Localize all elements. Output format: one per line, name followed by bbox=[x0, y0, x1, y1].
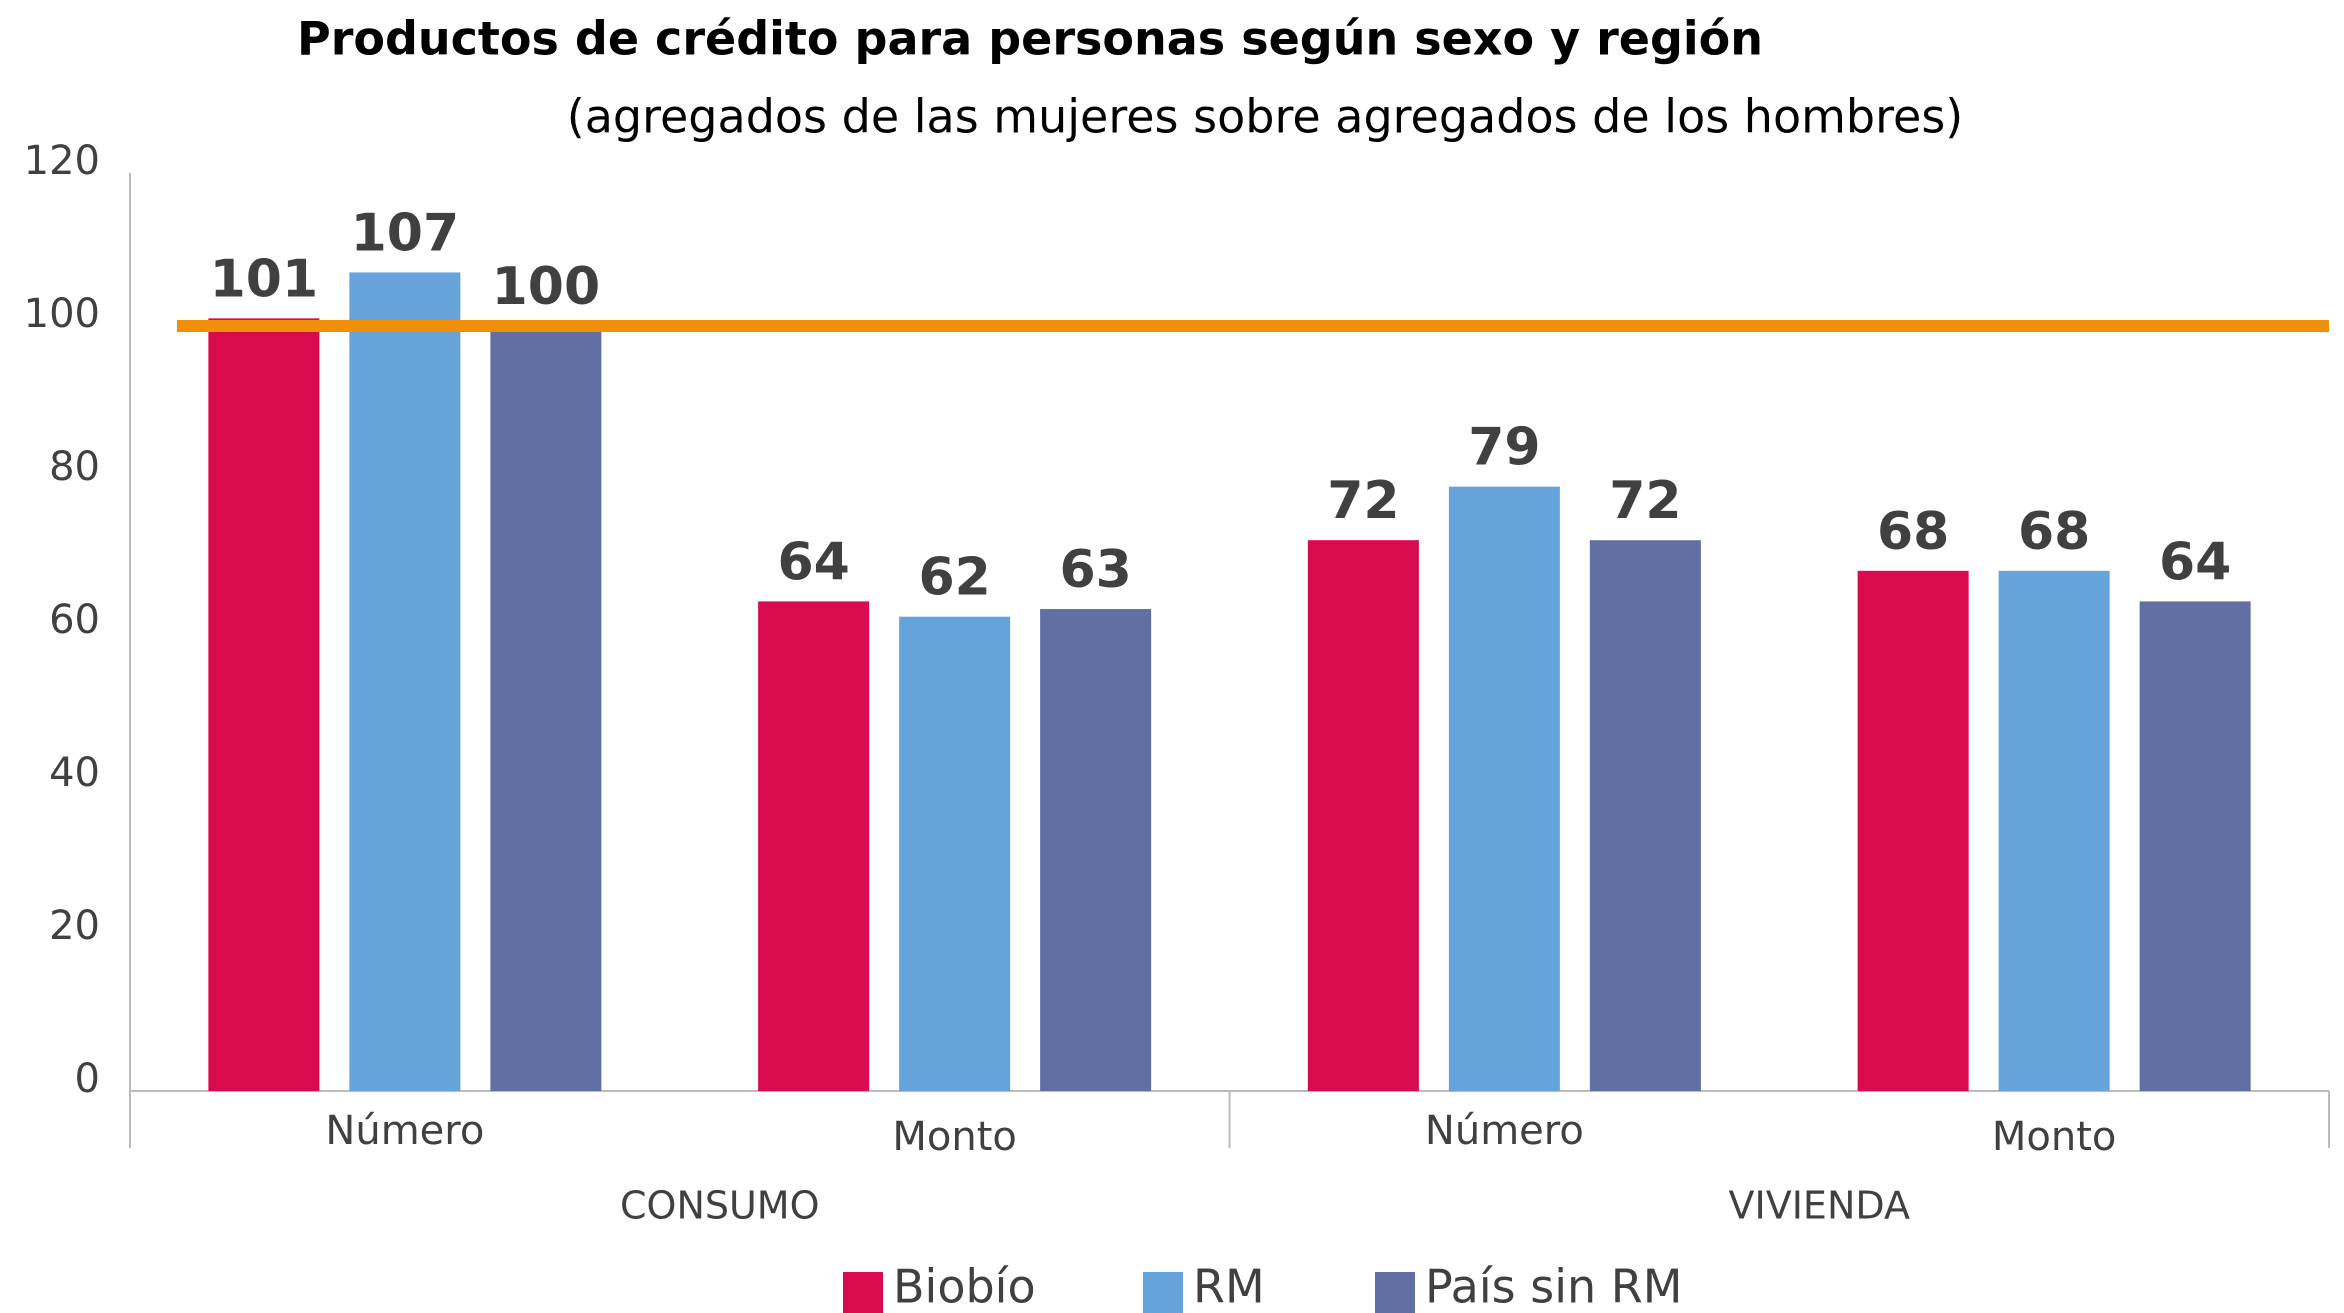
x-tick-label: Número bbox=[1425, 1108, 1584, 1154]
group-label: VIVIENDA bbox=[1729, 1184, 1910, 1228]
chart-subtitle: (agregados de las mujeres sobre agregado… bbox=[567, 90, 1963, 144]
y-tick-label: 20 bbox=[49, 903, 100, 949]
chart-title: Productos de crédito para personas según… bbox=[297, 12, 1763, 66]
data-label: 72 bbox=[1609, 471, 1681, 531]
y-tick-label: 40 bbox=[49, 750, 100, 796]
data-label: 107 bbox=[351, 203, 460, 263]
legend-swatch bbox=[1375, 1272, 1415, 1313]
y-tick-label: 100 bbox=[24, 291, 100, 337]
legend-swatch bbox=[1143, 1272, 1183, 1313]
bar bbox=[1998, 570, 2110, 1091]
bar bbox=[2139, 601, 2251, 1091]
data-label: 101 bbox=[210, 249, 319, 309]
bar bbox=[1040, 609, 1152, 1091]
bar bbox=[1307, 540, 1419, 1091]
data-label: 62 bbox=[918, 548, 990, 608]
bar bbox=[1857, 570, 1969, 1091]
data-label: 68 bbox=[1877, 502, 1949, 562]
y-tick-label: 60 bbox=[49, 597, 100, 643]
bar bbox=[208, 318, 320, 1092]
bar bbox=[899, 616, 1011, 1091]
legend-label: Biobío bbox=[893, 1260, 1036, 1313]
y-tick-label: 80 bbox=[49, 444, 100, 490]
data-label: 63 bbox=[1059, 540, 1131, 600]
x-tick-label: Monto bbox=[892, 1114, 1017, 1160]
bar bbox=[758, 601, 870, 1091]
bar bbox=[1589, 540, 1701, 1091]
y-tick-label: 120 bbox=[24, 138, 100, 184]
data-label: 72 bbox=[1327, 471, 1399, 531]
group-label: CONSUMO bbox=[620, 1184, 820, 1228]
bar bbox=[490, 326, 602, 1091]
data-label: 68 bbox=[2018, 502, 2090, 562]
legend-swatch bbox=[843, 1272, 883, 1313]
data-label: 79 bbox=[1468, 418, 1540, 478]
data-label: 100 bbox=[492, 257, 601, 317]
legend-label: País sin RM bbox=[1425, 1260, 1682, 1313]
legend-label: RM bbox=[1193, 1260, 1265, 1313]
bar bbox=[1448, 486, 1560, 1091]
bar bbox=[349, 272, 461, 1091]
x-tick-label: Número bbox=[325, 1108, 484, 1154]
x-tick-label: Monto bbox=[1992, 1114, 2117, 1160]
data-label: 64 bbox=[777, 532, 849, 592]
y-tick-label: 0 bbox=[75, 1056, 100, 1102]
data-label: 64 bbox=[2159, 532, 2231, 592]
